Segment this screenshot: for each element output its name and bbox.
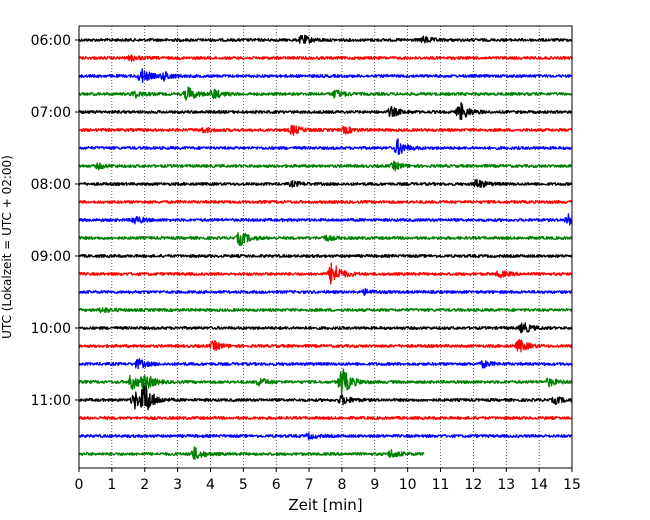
- trace-0615: [78, 54, 573, 62]
- trace-0945: [78, 306, 573, 314]
- y-tick-label: 08:00: [31, 177, 71, 193]
- trace-0600: [78, 34, 573, 44]
- trace-0630: [78, 68, 573, 84]
- trace-1030: [78, 357, 573, 370]
- x-tick-label: 3: [173, 477, 182, 493]
- y-axis-ticks: 06:00 07:00 08:00 09:00 10:00 11:00: [31, 33, 79, 409]
- trace-0715: [78, 124, 573, 136]
- y-axis-title: UTC (Lokalzeit = UTC + 02:00): [0, 155, 14, 339]
- trace-group: [78, 34, 573, 460]
- trace-0745: [78, 160, 573, 172]
- y-tick-label: 06:00: [31, 33, 71, 49]
- x-tick-label: 11: [432, 477, 450, 493]
- x-tick-label: 6: [272, 477, 281, 493]
- x-tick-label: 15: [563, 477, 581, 493]
- x-axis-ticks: 0 1 2 3 4 5 6 7 8 9 10 11 12 13 14 15: [75, 468, 581, 493]
- trace-0900: [78, 253, 573, 259]
- trace-1045: [78, 368, 573, 395]
- x-tick-label: 4: [206, 477, 215, 493]
- trace-0700: [78, 101, 573, 121]
- plot-frame: [78, 25, 573, 469]
- x-tick-label: 7: [305, 477, 314, 493]
- y-tick-label: 09:00: [31, 249, 71, 265]
- trace-1115: [78, 415, 573, 421]
- trace-1015: [78, 338, 573, 353]
- y-tick-label: 07:00: [31, 105, 71, 121]
- x-tick-label: 9: [370, 477, 379, 493]
- x-tick-label: 0: [75, 477, 84, 493]
- x-tick-label: 12: [464, 477, 482, 493]
- x-tick-label: 14: [530, 477, 548, 493]
- trace-0930: [78, 287, 573, 296]
- trace-1000: [78, 322, 573, 334]
- x-tick-label: 8: [337, 477, 346, 493]
- trace-0800: [78, 178, 573, 188]
- trace-0730: [78, 138, 573, 155]
- y-tick-label: 10:00: [31, 321, 71, 337]
- trace-1145: [78, 446, 425, 460]
- trace-0815: [78, 199, 573, 205]
- x-tick-label: 13: [497, 477, 515, 493]
- x-tick-label: 2: [140, 477, 149, 493]
- trace-0830: [78, 213, 573, 226]
- x-tick-label: 1: [107, 477, 116, 493]
- trace-1130: [78, 432, 573, 440]
- trace-0645: [78, 86, 573, 101]
- x-axis-title: Zeit [min]: [288, 496, 362, 514]
- y-tick-label: 11:00: [31, 393, 71, 409]
- trace-1100: [78, 384, 573, 411]
- x-tick-label: 5: [239, 477, 248, 493]
- trace-0915: [78, 262, 573, 285]
- x-tick-label: 10: [399, 477, 417, 493]
- trace-0845: [78, 231, 573, 247]
